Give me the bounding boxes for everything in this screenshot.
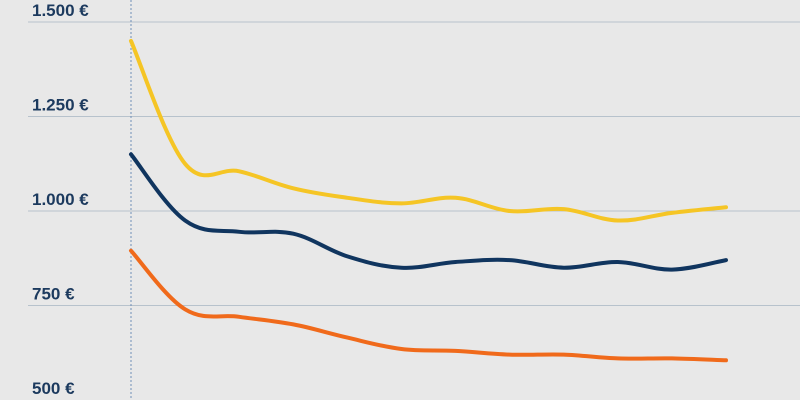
grid-lines	[28, 21, 800, 306]
y-axis-tick-labels: 500 € 750 € 1.000 € 1.250 € 1.500 €	[32, 1, 89, 398]
series-line-3	[129, 248, 728, 363]
y-tick-label-500: 500 €	[32, 379, 75, 398]
y-tick-label-1500: 1.500 €	[32, 1, 89, 20]
series-lines	[129, 38, 728, 363]
y-tick-label-1000: 1.000 €	[32, 190, 89, 209]
y-tick-label-1250: 1.250 €	[32, 96, 89, 115]
y-tick-label-750: 750 €	[32, 285, 75, 304]
series-line-2	[129, 152, 728, 272]
series-line-1	[129, 38, 728, 223]
